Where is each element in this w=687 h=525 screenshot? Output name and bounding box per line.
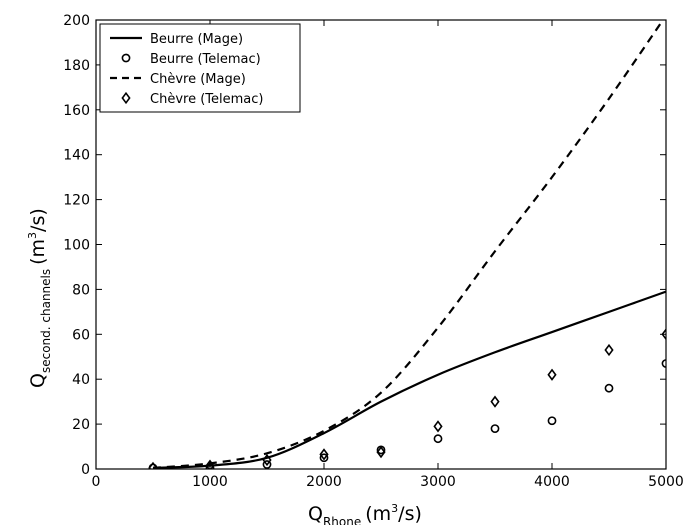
legend: Beurre (Mage) Beurre (Telemac) Chèvre (Mag… — [99, 23, 301, 113]
data-point-beurre-telemac — [262, 460, 272, 469]
y-tick-label: 20 — [72, 417, 90, 433]
x-axis-label: QRhone (m3/s) — [308, 502, 422, 525]
x-tick-label: 2000 — [306, 474, 342, 490]
data-point-beurre-telemac — [319, 453, 329, 463]
x-tick-label: 1000 — [192, 474, 228, 490]
x-tick-label: 0 — [92, 474, 101, 490]
data-point-beurre-telemac — [661, 359, 666, 368]
y-tick-label: 200 — [63, 13, 90, 29]
data-point-ch-vre-telemac — [148, 461, 158, 469]
legend-swatch-beurre-telemac — [121, 53, 131, 63]
y-tick-label: 180 — [63, 58, 90, 74]
y-tick-label: 0 — [81, 462, 90, 478]
legend-label: Chèvre (Mage) — [150, 72, 246, 87]
data-point-beurre-telemac — [547, 416, 557, 426]
data-point-ch-vre-telemac — [661, 328, 666, 341]
legend-label: Beurre (Telemac) — [150, 52, 261, 67]
x-tick-label: 5000 — [648, 474, 684, 490]
data-point-ch-vre-telemac — [547, 368, 557, 381]
y-tick-label: 160 — [63, 103, 90, 119]
x-tick-label: 4000 — [534, 474, 570, 490]
data-point-ch-vre-telemac — [262, 453, 272, 467]
y-tick-label: 120 — [63, 193, 90, 209]
y-axis-label: Qsecond. channels(m3/s) — [26, 208, 53, 388]
series-line-beurre-mage — [152, 290, 666, 469]
y-tick-label: 100 — [63, 238, 90, 254]
data-point-ch-vre-telemac — [376, 446, 386, 459]
data-point-ch-vre-telemac — [604, 343, 614, 357]
y-tick-label: 140 — [63, 148, 90, 164]
series-line-ch-vre-mage — [152, 20, 665, 469]
x-tick-label: 3000 — [420, 474, 456, 490]
data-point-beurre-telemac — [490, 424, 500, 433]
y-tick-label: 80 — [72, 282, 90, 298]
data-point-beurre-telemac — [433, 434, 443, 444]
data-point-ch-vre-telemac — [490, 395, 500, 408]
data-point-ch-vre-telemac — [433, 420, 443, 433]
y-tick-label: 40 — [72, 372, 90, 388]
data-point-beurre-telemac — [604, 383, 614, 393]
legend-label: Beurre (Mage) — [150, 32, 243, 47]
data-point-ch-vre-telemac — [205, 459, 215, 469]
legend-label: Chèvre (Telemac) — [150, 92, 263, 107]
legend-swatch-ch-vre-telemac — [121, 91, 131, 105]
y-tick-label: 60 — [72, 327, 90, 343]
data-point-ch-vre-telemac — [319, 448, 329, 461]
